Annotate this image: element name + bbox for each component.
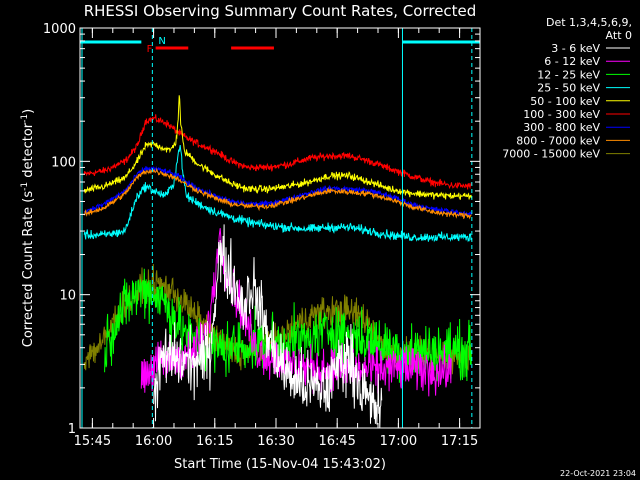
legend-entry-label: 3 - 6 keV [551, 42, 600, 55]
y-axis-label-sup1: -1 [20, 182, 30, 191]
series-line-25-50-keV [83, 145, 472, 243]
y-axis-label-main: Corrected Count Rate (s [21, 191, 36, 348]
footer-timestamp: 22-Oct-2021 23:04 [560, 469, 636, 478]
flare-flag-label: F [147, 44, 153, 55]
night-flag-label: N [158, 36, 165, 47]
series-line-800-7000-keV [84, 167, 472, 220]
legend-entry-label: 6 - 12 keV [544, 55, 600, 68]
y-tick-label: 1000 [43, 22, 76, 37]
data-series-layer [83, 95, 472, 428]
legend-entry-label: 12 - 25 keV [537, 68, 600, 81]
x-tick-label: 17:00 [380, 434, 417, 449]
series-line-100-300-keV [83, 114, 472, 190]
flag-layer: NF [80, 28, 480, 428]
legend-header-attenuator: Att 0 [606, 29, 632, 42]
series-line-3-6-keV [153, 224, 383, 428]
plot-frame [79, 27, 481, 429]
series-line-50-100-keV [83, 95, 472, 200]
chart-title: RHESSI Observing Summary Count Rates, Co… [84, 2, 477, 20]
y-tick-label: 10 [59, 289, 76, 304]
legend-entry-label: 100 - 300 keV [523, 108, 600, 121]
legend-entry-label: 50 - 100 keV [530, 95, 600, 108]
x-axis-label: Start Time (15-Nov-04 15:43:02) [174, 457, 386, 472]
legend-header-detectors: Det 1,3,4,5,6,9, [546, 16, 632, 29]
legend-entry-label: 800 - 7000 keV [516, 134, 600, 147]
x-tick-label: 15:45 [74, 434, 111, 449]
axes-layer: 1 10 100 1000 15:45 16:00 16:15 16:30 16:45 17:00… [43, 22, 481, 449]
series-line-12-25-keV [104, 268, 472, 383]
x-tick-label: 17:15 [441, 434, 478, 449]
y-axis-label-mid: detector [21, 122, 36, 182]
legend-entry-label: 7000 - 15000 keV [502, 148, 600, 161]
x-tick-label: 16:15 [196, 434, 233, 449]
x-tick-label: 16:30 [257, 434, 294, 449]
y-axis-label-sup2: -1 [20, 114, 30, 123]
x-tick-label: 16:45 [318, 434, 355, 449]
y-axis-label-end: ) [21, 109, 36, 114]
x-tick-label: 16:00 [135, 434, 172, 449]
legend-entry-label: 25 - 50 keV [537, 82, 600, 95]
y-tick-label: 100 [51, 155, 76, 170]
y-axis-label: Corrected Count Rate (s-1 detector-1) [20, 109, 36, 347]
y-tick-label: 1 [68, 422, 76, 437]
legend-entry-label: 300 - 800 keV [523, 121, 600, 134]
series-line-300-800-keV [83, 166, 472, 218]
